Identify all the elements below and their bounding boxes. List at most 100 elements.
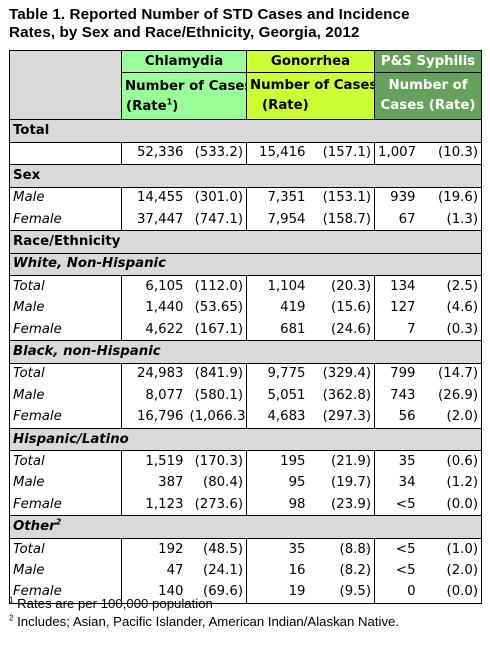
syphilis-rate: (0.0) [418, 581, 483, 604]
syphilis-cases: 35 [398, 453, 416, 469]
syphilis-cases: 939 [390, 190, 416, 206]
section-race-ethnicity: Race/Ethnicity [8, 230, 483, 254]
row-label [9, 142, 122, 165]
gonorrhea-rate: (19.7) [308, 472, 376, 495]
table-row: Male 8,077 (580.1) 5,051 (362.8) 743 (26… [9, 385, 483, 407]
table-row: Female 1,123 (273.6) 98 (23.9) <5 (0.0) [9, 494, 483, 516]
row-label: Total [9, 363, 122, 386]
syphilis-cases: 134 [390, 278, 416, 294]
gonorrhea-cases: 15,416 [258, 145, 306, 161]
subsection-row-hispanic: Hispanic/Latino [8, 427, 483, 452]
gonorrhea-rate: (8.2) [308, 560, 376, 582]
gonorrhea-rate: (329.4) [308, 363, 376, 386]
footnote-2-text: Includes; Asian, Pacific Islander, Ameri… [17, 614, 400, 629]
syphilis-cases: 743 [390, 387, 416, 403]
header-chlamydia-sub: Number of Cases (Rate1) [121, 72, 248, 120]
subsection-row-other: Other2 [8, 515, 483, 539]
table-row: Male 1,440 (53.65) 419 (15.6) 127 (4.6) [9, 297, 483, 319]
row-label: Female [9, 581, 122, 604]
chlamydia-rate: (841.9) [186, 363, 248, 386]
syphilis-rate: (14.7) [418, 363, 483, 386]
row-label: Total [9, 450, 122, 473]
chlamydia-sub-line-2: (Rate1) [125, 97, 243, 117]
row-label: Male [9, 297, 122, 319]
gonorrhea-rate: (153.1) [308, 187, 376, 209]
gonorrhea-rate: (23.9) [308, 494, 376, 516]
chlamydia-rate: (580.1) [186, 385, 248, 407]
gonorrhea-rate: (21.9) [308, 450, 376, 473]
syphilis-rate: (19.6) [418, 187, 483, 209]
chlamydia-cases: 1,123 [145, 496, 184, 512]
table-row: Total 6,105 (112.0) 1,104 (20.3) 134 (2.… [9, 275, 483, 298]
header-row-2: Number of Cases (Rate1) Number of Cases … [10, 72, 483, 120]
other-label: Other [13, 519, 56, 535]
table-row: 52,336 (533.2) 15,416 (157.1) 1,007 (10.… [9, 142, 483, 165]
footnote-1-marker: 1 [9, 595, 14, 605]
syphilis-sub-line-1: Number of [388, 78, 468, 94]
chlamydia-rate: (112.0) [186, 275, 248, 298]
footnote-ref-1: 1 [166, 97, 173, 107]
gonorrhea-cases: 681 [280, 321, 306, 337]
subsection-row-white: White, Non-Hispanic [8, 253, 483, 277]
chlamydia-rate-close: ) [172, 99, 179, 115]
table-title: Table 1. Reported Number of STD Cases an… [9, 6, 484, 42]
row-label: Female [9, 406, 122, 429]
chlamydia-rate: (48.5) [186, 538, 248, 561]
chlamydia-cases: 16,796 [136, 409, 184, 425]
row-label: Female [9, 208, 122, 231]
gonorrhea-cases: 35 [288, 541, 306, 557]
gonorrhea-cases: 195 [280, 453, 306, 469]
gonorrhea-cases: 4,683 [267, 409, 306, 425]
syphilis-rate: (0.0) [418, 494, 483, 516]
section-row-total: Total [8, 119, 483, 143]
syphilis-rate: (2.0) [418, 560, 483, 582]
syphilis-rate: (2.5) [418, 275, 483, 298]
subsection-hispanic: Hispanic/Latino [8, 427, 483, 452]
footnote-ref-2: 2 [55, 517, 62, 527]
chlamydia-rate: (1,066.3) [186, 406, 248, 429]
gonorrhea-rate: (157.1) [308, 142, 376, 165]
header-gonorrhea-sub: Number of Cases (Rate) [246, 72, 376, 120]
gonorrhea-cases: 16 [288, 562, 306, 578]
gonorrhea-cases: 95 [288, 475, 306, 491]
chlamydia-rate: (273.6) [186, 494, 248, 516]
header-blank-cell [9, 49, 122, 120]
chlamydia-rate: (747.1) [186, 208, 248, 231]
title-line-2: Rates, by Sex and Race/Ethnicity, Georgi… [9, 24, 360, 41]
syphilis-cases: 127 [390, 300, 416, 316]
gonorrhea-rate: (9.5) [308, 581, 376, 604]
chlamydia-cases: 52,336 [136, 145, 184, 161]
chlamydia-rate: (69.6) [186, 581, 248, 604]
gonorrhea-sub-line-2: (Rate) [262, 98, 309, 114]
gonorrhea-rate: (24.6) [308, 318, 376, 341]
gonorrhea-cases: 1,104 [267, 278, 306, 294]
row-label: Male [9, 385, 122, 407]
row-label: Total [9, 538, 122, 561]
chlamydia-rate: (53.65) [186, 297, 248, 319]
subsection-other: Other2 [8, 515, 483, 539]
row-label: Male [9, 187, 122, 209]
syphilis-cases: 1,007 [378, 145, 417, 161]
header-syphilis: P&S Syphilis [374, 49, 483, 74]
chlamydia-cases: 192 [158, 541, 184, 557]
section-sex: Sex [8, 164, 483, 188]
table-row: Male 387 (80.4) 95 (19.7) 34 (1.2) [9, 472, 483, 495]
gonorrhea-cases: 19 [246, 581, 309, 604]
table-row: Female 37,447 (747.1) 7,954 (158.7) 67 (… [9, 208, 483, 231]
chlamydia-cases: 47 [166, 562, 184, 578]
chlamydia-rate: (533.2) [186, 142, 248, 165]
section-total: Total [8, 119, 483, 143]
chlamydia-cases: 8,077 [145, 387, 184, 403]
table-row: Male 47 (24.1) 16 (8.2) <5 (2.0) [9, 560, 483, 582]
gonorrhea-rate: (158.7) [308, 208, 376, 231]
syphilis-rate: (2.0) [418, 406, 483, 429]
chlamydia-cases: 14,455 [136, 190, 184, 206]
chlamydia-cases: 37,447 [136, 211, 184, 227]
subsection-row-black: Black, non-Hispanic [8, 340, 483, 364]
gonorrhea-rate: (362.8) [308, 385, 376, 407]
chlamydia-rate: (167.1) [186, 318, 248, 341]
section-row-sex: Sex [8, 164, 483, 188]
gonorrhea-cases: 419 [280, 300, 306, 316]
chlamydia-cases: 387 [158, 475, 184, 491]
